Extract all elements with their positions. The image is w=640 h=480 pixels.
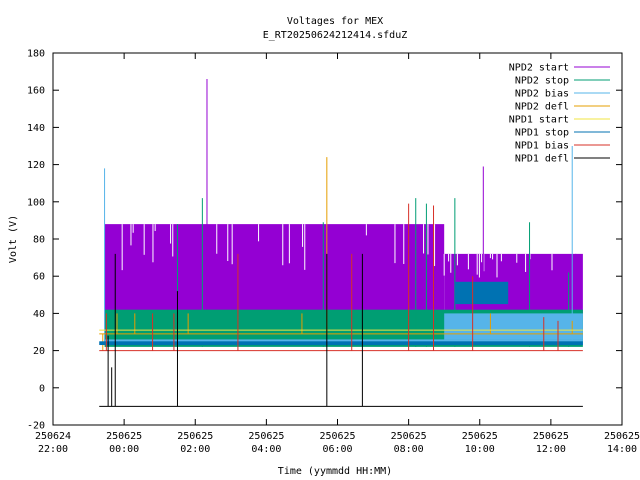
x-tick-date: 250625	[533, 431, 569, 442]
axes: -20 0 20 40 60 80 100 120 140 160 180 250624 22:00 25…	[27, 49, 640, 456]
y-tick-label: 60	[33, 272, 45, 283]
x-tick-time: 04:00	[251, 444, 281, 455]
y-tick-label: 80	[33, 235, 45, 246]
legend-label: NPD1 bias	[515, 141, 569, 152]
legend-label: NPD2 start	[509, 63, 569, 74]
series-band	[444, 313, 583, 340]
legend-label: NPD2 bias	[515, 89, 569, 100]
y-tick-label: 0	[39, 383, 45, 394]
legend-label: NPD2 stop	[515, 76, 569, 87]
y-tick-label: 40	[33, 309, 45, 320]
x-tick-date: 250625	[248, 431, 284, 442]
x-tick-date: 250625	[462, 431, 498, 442]
series-npd1-bias	[99, 203, 583, 352]
x-tick-date: 250625	[106, 431, 142, 442]
series-band	[454, 281, 509, 305]
x-tick-time: 22:00	[38, 444, 68, 455]
chart-subtitle: E_RT20250624212414.sfduZ	[263, 30, 408, 41]
y-tick-label: -20	[27, 421, 45, 432]
series-band	[99, 341, 583, 346]
y-tick-label: 120	[27, 160, 45, 171]
x-tick-time: 02:00	[180, 444, 210, 455]
legend-label: NPD1 stop	[515, 128, 569, 139]
x-tick-date: 250625	[391, 431, 427, 442]
x-tick-date: 250625	[319, 431, 355, 442]
legend-label: NPD1 defl	[515, 154, 569, 165]
legend-label: NPD1 start	[509, 115, 569, 126]
chart-title: Voltages for MEX	[287, 16, 383, 27]
x-tick-date: 250625	[604, 431, 640, 442]
x-tick-time: 06:00	[322, 444, 352, 455]
x-tick-date: 250625	[177, 431, 213, 442]
y-tick-label: 180	[27, 49, 45, 60]
x-tick-time: 12:00	[536, 444, 566, 455]
y-tick-label: 160	[27, 86, 45, 97]
x-tick-time: 10:00	[465, 444, 495, 455]
y-tick-label: 20	[33, 346, 45, 357]
legend-label: NPD2 defl	[515, 102, 569, 113]
x-tick-date: 250624	[35, 431, 71, 442]
y-axis-label: Volt (V)	[8, 215, 19, 263]
x-tick-time: 14:00	[607, 444, 637, 455]
plot-content	[99, 79, 583, 407]
y-tick-label: 140	[27, 123, 45, 134]
y-tick-label: 100	[27, 197, 45, 208]
series-npd1-stop	[99, 281, 583, 346]
x-tick-time: 08:00	[394, 444, 424, 455]
x-tick-time: 00:00	[109, 444, 139, 455]
series-npd1-defl	[99, 253, 583, 407]
x-axis-label: Time (yymmdd HH:MM)	[278, 466, 392, 477]
legend: NPD2 start NPD2 stop NPD2 bias NPD2 defl NPD…	[509, 63, 610, 165]
